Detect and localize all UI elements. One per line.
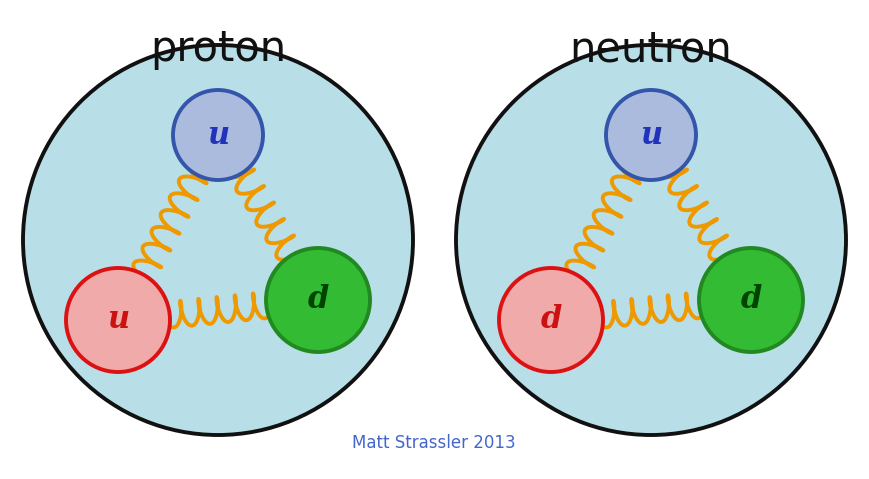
Text: Matt Strassler 2013: Matt Strassler 2013 bbox=[352, 434, 516, 452]
Text: neutron: neutron bbox=[569, 28, 733, 70]
Text: u: u bbox=[640, 119, 662, 150]
Text: u: u bbox=[107, 305, 129, 335]
Text: d: d bbox=[541, 305, 561, 335]
Text: d: d bbox=[740, 285, 762, 316]
Text: u: u bbox=[207, 119, 229, 150]
Circle shape bbox=[499, 268, 603, 372]
Text: proton: proton bbox=[150, 28, 286, 70]
Circle shape bbox=[456, 45, 846, 435]
Circle shape bbox=[266, 248, 370, 352]
Circle shape bbox=[699, 248, 803, 352]
Circle shape bbox=[173, 90, 263, 180]
Circle shape bbox=[23, 45, 413, 435]
Circle shape bbox=[606, 90, 696, 180]
Circle shape bbox=[66, 268, 170, 372]
Text: d: d bbox=[308, 285, 328, 316]
